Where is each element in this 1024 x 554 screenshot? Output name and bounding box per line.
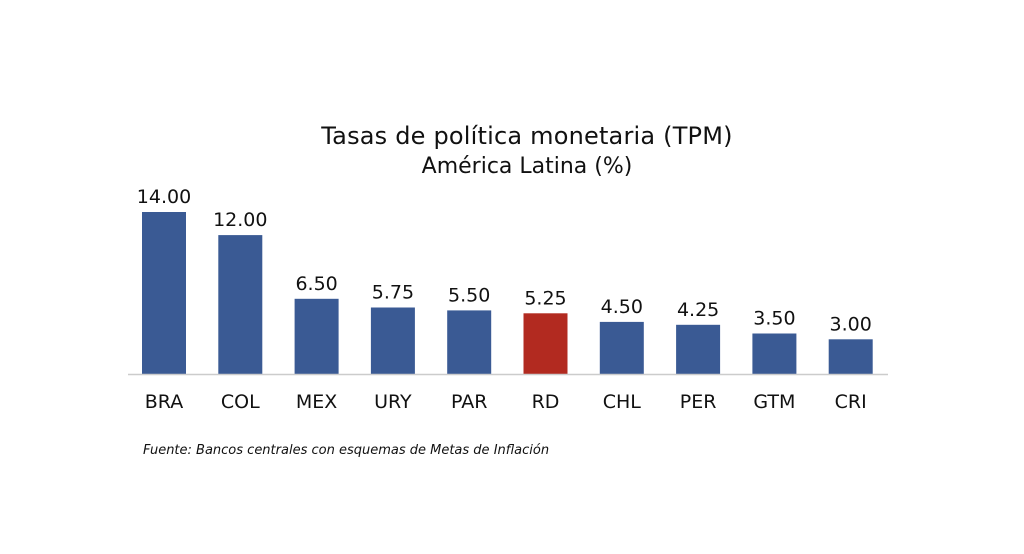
bars-group bbox=[142, 212, 873, 375]
value-label-chl: 4.50 bbox=[601, 296, 643, 318]
x-tick-label-chl: CHL bbox=[603, 391, 642, 413]
bar-per bbox=[676, 324, 721, 374]
chart-title: Tasas de política monetaria (TPM) bbox=[321, 122, 733, 150]
x-tick-label-col: COL bbox=[221, 391, 260, 413]
value-label-gtm: 3.50 bbox=[753, 308, 795, 330]
x-tick-label-gtm: GTM bbox=[753, 391, 795, 413]
x-tick-label-par: PAR bbox=[451, 391, 487, 413]
bar-bra bbox=[142, 212, 186, 374]
x-tick-label-ury: URY bbox=[374, 391, 412, 413]
x-tick-label-cri: CRI bbox=[835, 391, 867, 413]
value-label-mex: 6.50 bbox=[295, 273, 337, 295]
x-tick-label-mex: MEX bbox=[296, 391, 337, 413]
x-tick-label-bra: BRA bbox=[145, 391, 183, 413]
bar-mex bbox=[294, 298, 339, 374]
bar-rd bbox=[523, 313, 568, 375]
bar-cri bbox=[828, 339, 873, 374]
bar-ury bbox=[370, 307, 415, 374]
x-tick-labels-group: BRA COL MEX URY PAR RD CHL PER GTM CRI bbox=[145, 391, 867, 413]
bar-chl bbox=[599, 321, 644, 374]
x-tick-label-per: PER bbox=[680, 391, 717, 413]
value-label-col: 12.00 bbox=[213, 209, 267, 231]
chart-subtitle: América Latina (%) bbox=[421, 154, 633, 179]
bar-col bbox=[218, 235, 263, 374]
value-labels-group: 14.00 12.00 6.50 5.75 5.50 5.25 4.50 4.25 3.50 3.… bbox=[137, 186, 872, 335]
value-label-rd: 5.25 bbox=[524, 287, 566, 309]
value-label-ury: 5.75 bbox=[372, 282, 414, 304]
bar-gtm bbox=[752, 333, 797, 374]
value-label-cri: 3.00 bbox=[830, 313, 872, 335]
value-label-bra: 14.00 bbox=[137, 186, 191, 208]
x-tick-label-rd: RD bbox=[532, 391, 560, 413]
value-label-par: 5.50 bbox=[448, 284, 490, 306]
source-note: Fuente: Bancos centrales con esquemas de… bbox=[143, 443, 550, 458]
value-label-per: 4.25 bbox=[677, 299, 719, 321]
bar-par bbox=[447, 310, 492, 374]
